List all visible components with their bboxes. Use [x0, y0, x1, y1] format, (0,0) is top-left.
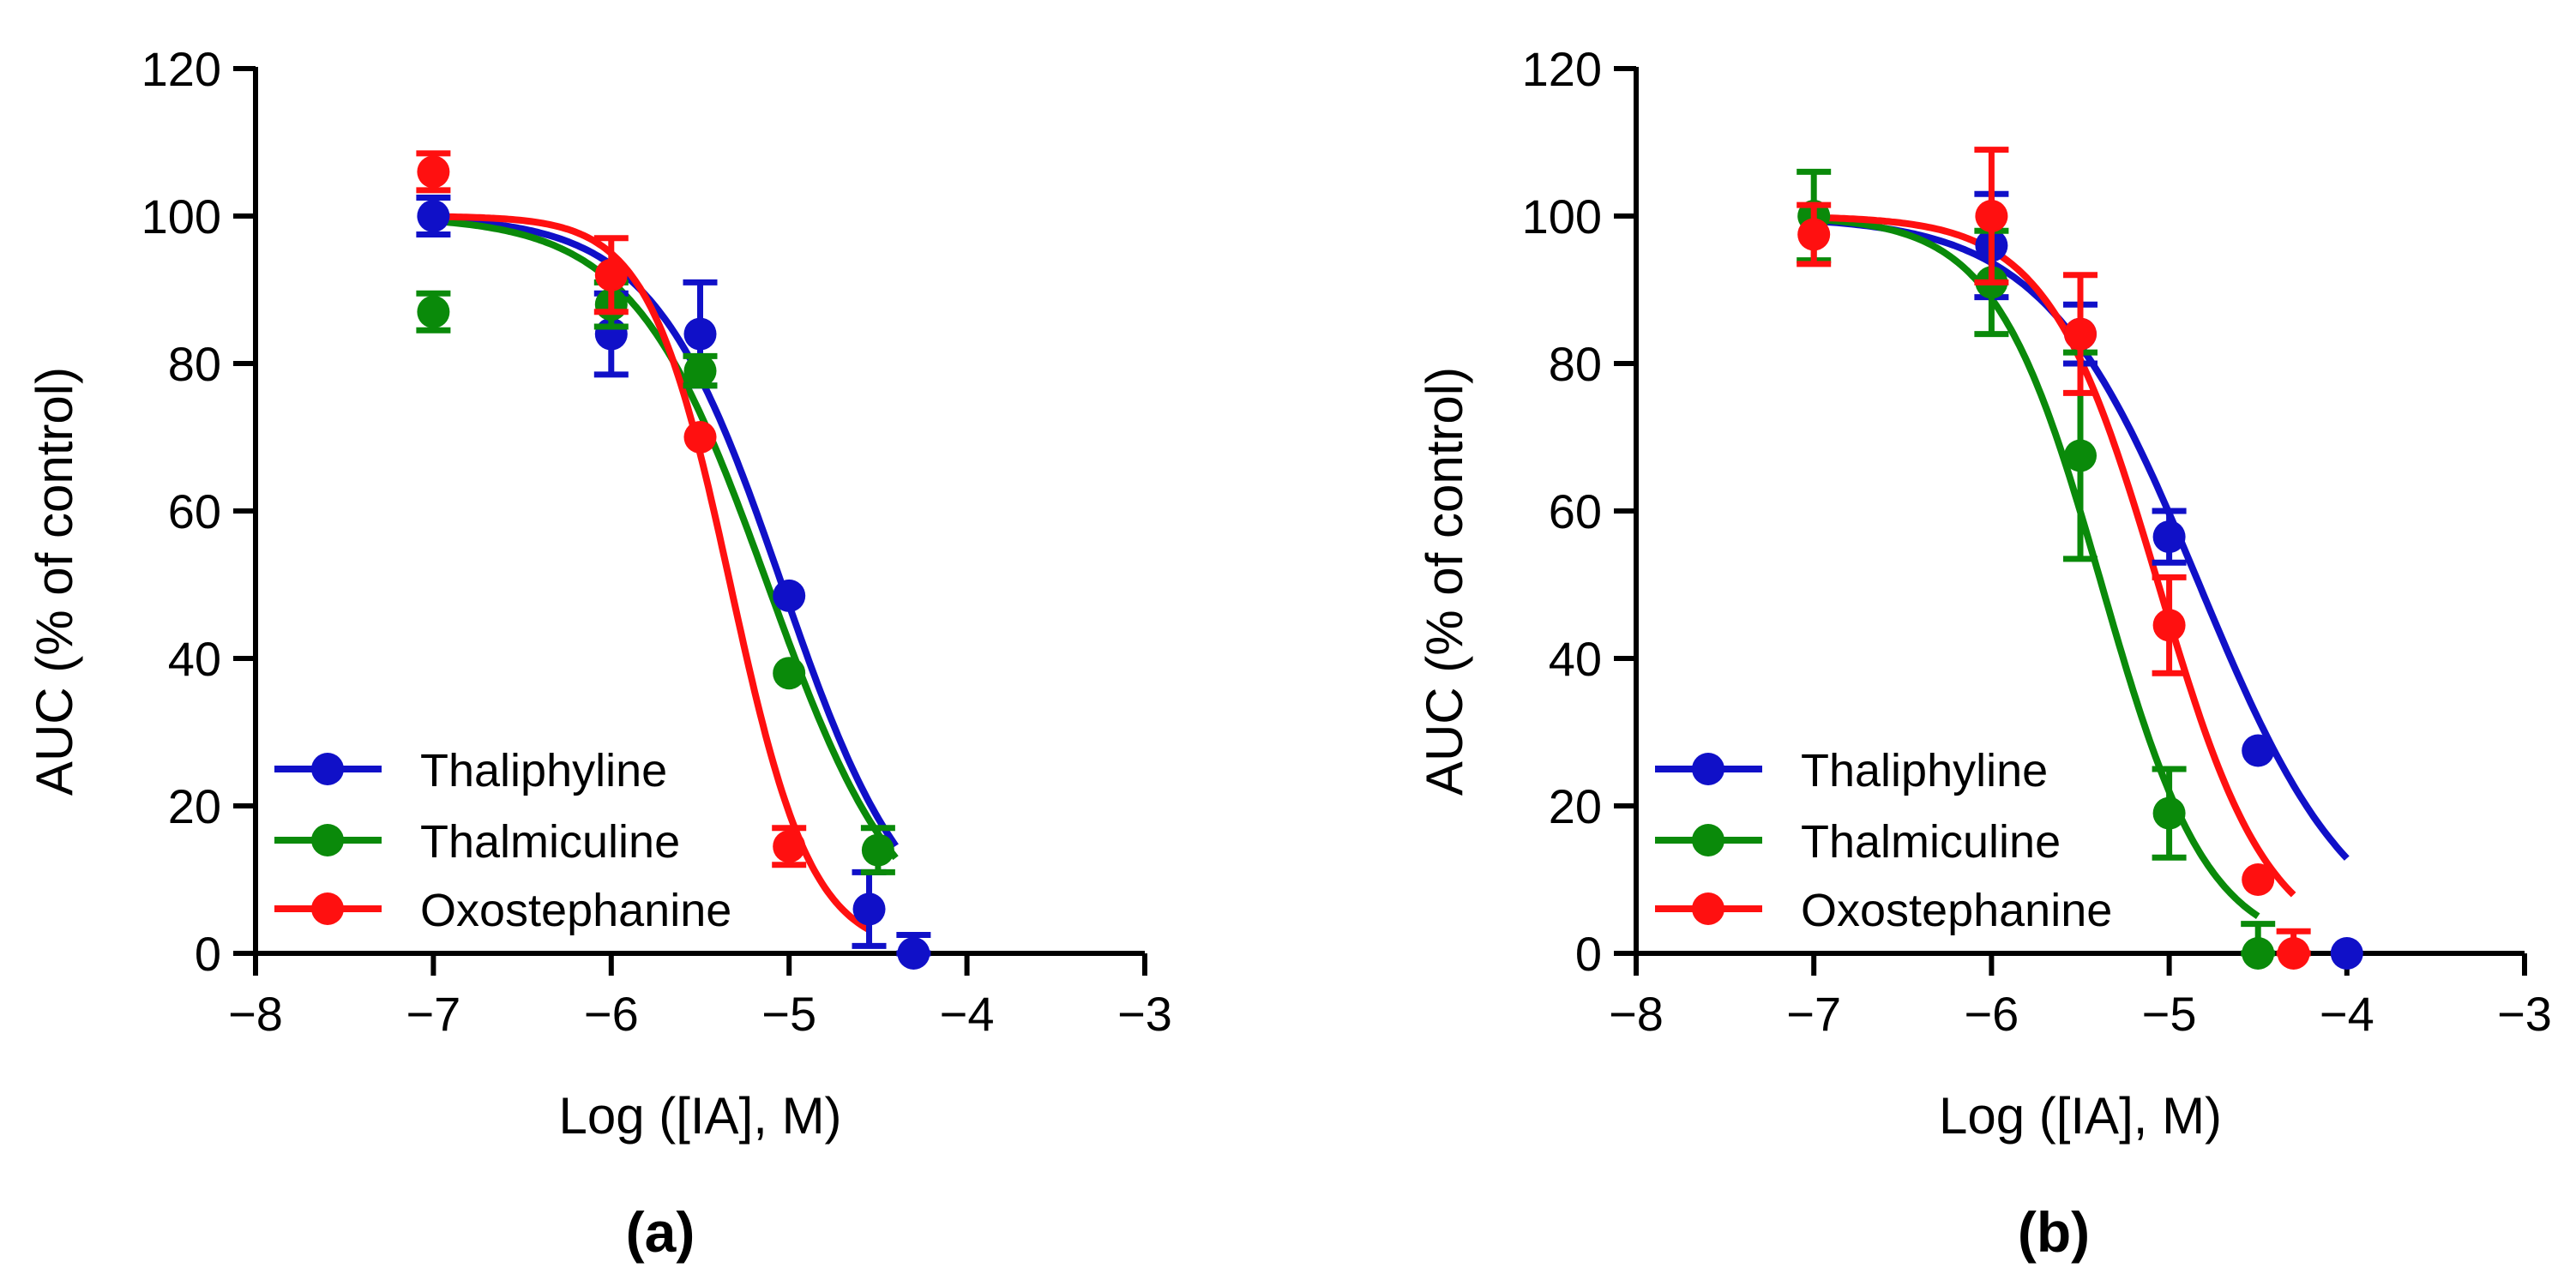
data-point-oxostephanine	[594, 258, 628, 291]
x-axis-label: Log ([IA], M)	[1939, 1087, 2222, 1145]
data-point-oxostephanine	[2277, 937, 2310, 970]
y-tick-label: 40	[168, 632, 221, 686]
data-point-oxostephanine	[773, 830, 806, 863]
y-tick-label: 0	[195, 927, 221, 981]
data-point-thaliphyline	[417, 200, 450, 232]
data-point-oxostephanine	[2242, 863, 2275, 896]
x-tick-label: −3	[2497, 987, 2552, 1041]
x-tick-label: −8	[228, 987, 283, 1041]
legend-marker	[1692, 753, 1724, 785]
panel-label: (b)	[2018, 1200, 2090, 1264]
x-tick-label: −6	[584, 987, 639, 1041]
y-tick-label: 20	[1549, 779, 1602, 833]
legend-label: Thaliphyline	[420, 745, 667, 796]
data-point-thalmiculine	[417, 295, 450, 328]
fit-curve-thaliphyline	[432, 215, 899, 848]
legend-label: Thaliphyline	[1801, 745, 2048, 796]
y-tick-label: 120	[141, 42, 221, 96]
data-point-thaliphyline	[683, 317, 717, 351]
data-point-thaliphyline	[852, 892, 886, 926]
chart-panel-b: 0 20 40 60 80 100 120 −8 −7 −6 −5 −4 −3 Log ([IA], M)…	[1416, 42, 2552, 1264]
legend-marker	[311, 753, 344, 785]
x-tick-label: −8	[1609, 987, 1664, 1041]
data-point-thalmiculine	[2064, 439, 2097, 472]
y-axis-label: AUC (% of control)	[26, 367, 83, 796]
y-tick-label: 40	[1549, 632, 1602, 686]
x-tick-label: −4	[2320, 987, 2374, 1041]
data-point-thalmiculine	[2242, 937, 2275, 970]
x-tick-label: −7	[406, 987, 460, 1041]
data-point-oxostephanine	[2152, 609, 2186, 642]
data-point-thalmiculine	[2152, 796, 2186, 830]
legend-marker	[1692, 824, 1724, 856]
data-point-oxostephanine	[417, 155, 450, 189]
fit-curve-oxostephanine	[1813, 213, 2296, 898]
data-point-thalmiculine	[861, 833, 894, 867]
data-point-oxostephanine	[1975, 200, 2008, 232]
y-tick-label: 20	[168, 779, 221, 833]
chart-panel-a: 0 20 40 60 80 100 120 −8 −7 −6 −5 −4 −3 Log ([IA], M)…	[26, 42, 1172, 1264]
data-point-thalmiculine	[683, 354, 717, 388]
x-tick-label: −3	[1117, 987, 1172, 1041]
y-tick-label: 60	[168, 484, 221, 538]
x-tick-label: −5	[2142, 987, 2197, 1041]
data-point-oxostephanine	[2064, 317, 2097, 351]
x-tick-label: −5	[761, 987, 816, 1041]
legend-label: Thalmiculine	[420, 816, 680, 868]
x-tick-label: −6	[1964, 987, 2019, 1041]
legend-label: Thalmiculine	[1801, 816, 2061, 868]
y-tick-label: 120	[1522, 42, 1602, 96]
legend-marker	[311, 892, 344, 925]
y-tick-label: 80	[168, 337, 221, 391]
y-tick-label: 0	[1575, 927, 1602, 981]
y-tick-label: 100	[1522, 189, 1602, 243]
y-tick-label: 100	[141, 189, 221, 243]
data-point-thaliphyline	[2152, 520, 2186, 554]
x-tick-label: −7	[1786, 987, 1841, 1041]
legend-marker	[1692, 892, 1724, 925]
data-point-thalmiculine	[773, 657, 806, 690]
fit-curve-thalmiculine	[1813, 215, 2260, 919]
panel-label: (a)	[626, 1200, 695, 1264]
y-axis-label: AUC (% of control)	[1416, 367, 1473, 796]
y-tick-label: 60	[1549, 484, 1602, 538]
x-tick-label: −4	[940, 987, 995, 1041]
y-tick-label: 80	[1549, 337, 1602, 391]
legend-marker	[311, 824, 344, 856]
x-axis-label: Log ([IA], M)	[558, 1087, 841, 1145]
data-point-thaliphyline	[773, 579, 806, 612]
data-point-thaliphyline	[897, 937, 930, 970]
legend-label: Oxostephanine	[1801, 885, 2112, 936]
data-point-thaliphyline	[2242, 734, 2275, 767]
data-point-oxostephanine	[683, 421, 717, 454]
data-point-thaliphyline	[2330, 937, 2363, 970]
data-point-oxostephanine	[1797, 218, 1831, 251]
legend-label: Oxostephanine	[420, 885, 731, 936]
